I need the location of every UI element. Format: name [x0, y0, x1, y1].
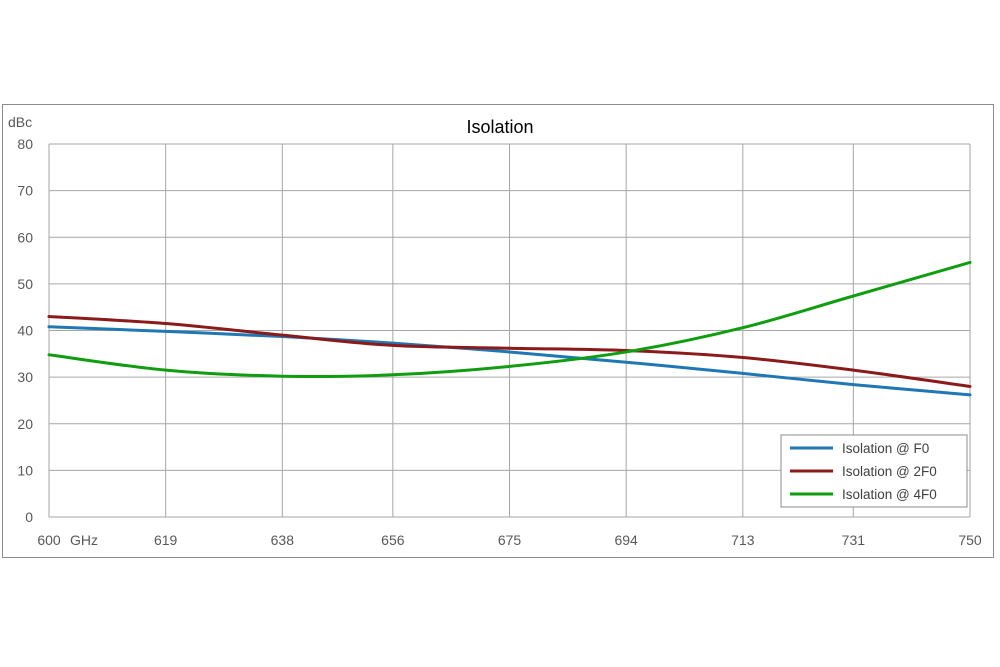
x-unit-label: GHz [70, 532, 98, 548]
x-tick-label: 731 [842, 532, 866, 548]
x-tick-label: 713 [731, 532, 755, 548]
x-tick-label: 656 [381, 532, 405, 548]
grid [48, 143, 971, 518]
series-line-2 [47, 315, 972, 388]
y-tick-label: 60 [17, 229, 33, 245]
x-tick-label: 750 [958, 532, 982, 548]
x-tick-label: 694 [614, 532, 638, 548]
y-tick-label: 40 [17, 323, 33, 339]
x-tick-label: 619 [154, 532, 178, 548]
legend-entry: Isolation @ 2F0 [842, 464, 937, 479]
y-tick-label: 10 [17, 462, 33, 478]
y-tick-label: 50 [17, 276, 33, 292]
y-tick-label: 30 [17, 369, 33, 385]
chart-title: Isolation [466, 117, 533, 137]
legend-entry: Isolation @ 4F0 [842, 487, 937, 502]
y-tick-label: 80 [17, 136, 33, 152]
y-tick-label: 20 [17, 416, 33, 432]
series-lines [47, 260, 972, 397]
series-line-3 [47, 260, 972, 379]
x-tick-label: 675 [498, 532, 522, 548]
tick-labels: 0 10 20 30 40 50 60 70 80 600 GHz 619 638 656 675 694 71… [17, 136, 981, 548]
legend-entry: Isolation @ F0 [842, 441, 929, 456]
y-axis-unit-label: dBc [8, 114, 32, 130]
legend: Isolation @ F0 Isolation @ 2F0 Isolation @… [780, 434, 968, 508]
x-tick-label: 638 [271, 532, 295, 548]
series-line-1 [47, 325, 972, 397]
y-tick-label: 70 [17, 183, 33, 199]
x-tick-label: 600 [37, 532, 61, 548]
y-tick-label: 0 [25, 509, 33, 525]
